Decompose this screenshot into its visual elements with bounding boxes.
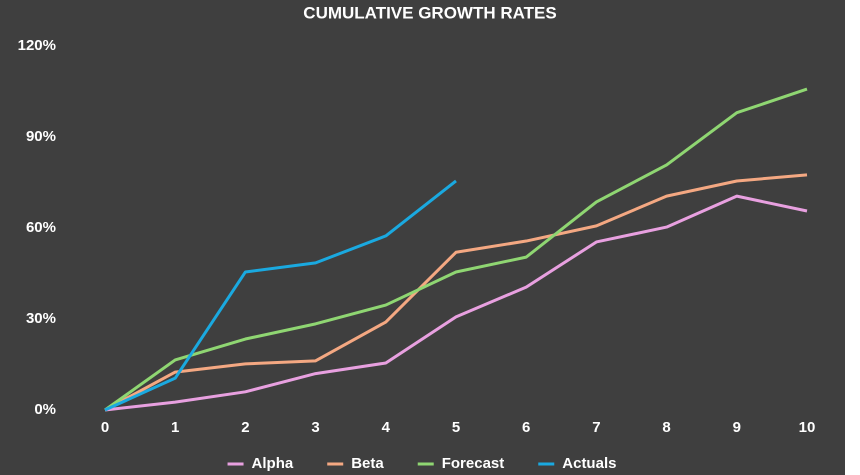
x-tick-label: 10 [799, 419, 816, 436]
series-line [104, 87, 808, 412]
series-line [104, 173, 808, 412]
x-tick-label: 0 [101, 419, 109, 436]
legend-label: Actuals [562, 455, 616, 472]
series-line [104, 194, 808, 412]
series-line [104, 179, 457, 412]
x-tick-label: 1 [171, 419, 179, 436]
x-tick-label: 5 [452, 419, 460, 436]
x-tick-label: 9 [733, 419, 741, 436]
x-tick-label: 3 [311, 419, 319, 436]
y-tick-label: 120% [18, 37, 56, 54]
x-tick-label: 6 [522, 419, 530, 436]
y-tick-label: 90% [26, 128, 56, 145]
y-tick-label: 0% [34, 401, 56, 418]
legend-label: Alpha [252, 455, 294, 472]
x-tick-label: 4 [382, 419, 391, 436]
chart-title: CUMULATIVE GROWTH RATES [303, 3, 556, 22]
legend-label: Forecast [442, 455, 505, 472]
x-tick-label: 7 [592, 419, 600, 436]
x-tick-label: 2 [241, 419, 249, 436]
x-tick-label: 8 [662, 419, 670, 436]
legend-label: Beta [351, 455, 384, 472]
y-tick-label: 30% [26, 310, 56, 327]
y-tick-label: 60% [26, 219, 56, 236]
